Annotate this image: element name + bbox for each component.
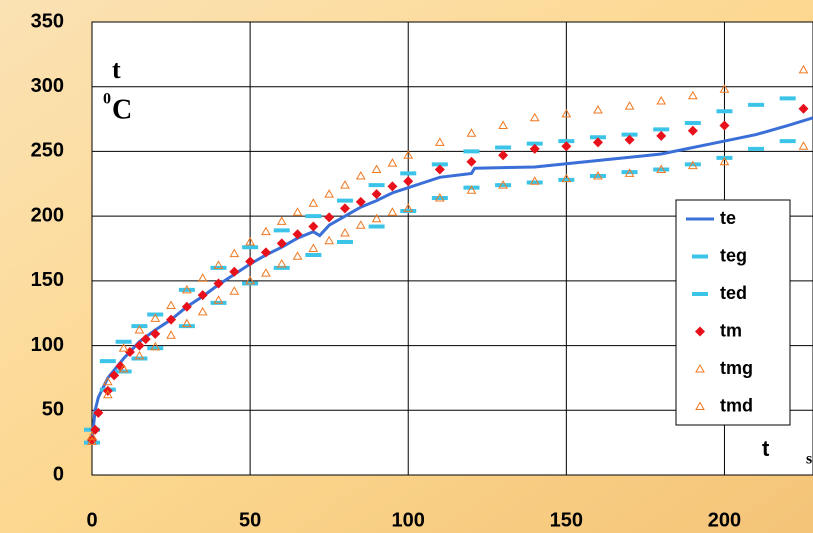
x-tick-label: 0 (86, 509, 97, 531)
y-unit-sup: 0 (103, 91, 111, 108)
legend-label: tmg (720, 358, 753, 378)
y-tick-label: 50 (42, 399, 64, 421)
x-tick-label: 150 (550, 509, 583, 531)
legend-label: tmd (720, 395, 753, 415)
y-tick-label: 100 (31, 334, 64, 356)
y-tick-label: 300 (31, 75, 64, 97)
legend-label: ted (720, 283, 747, 303)
y-axis-label: t (112, 55, 121, 84)
chart: t 0 C t s 0 50 100 150 200 250 300 350 0 50 100 150… (0, 0, 813, 533)
y-tick-label: 250 (31, 140, 64, 162)
legend-label: teg (720, 245, 747, 265)
y-tick-label: 350 (31, 10, 64, 32)
x-tick-label: 100 (392, 509, 425, 531)
y-unit: C (112, 94, 132, 125)
y-tick-label: 0 (53, 463, 64, 485)
x-axis-label: t (762, 436, 770, 461)
x-tick-label: 50 (239, 509, 261, 531)
legend-label: te (720, 208, 736, 228)
x-tick-label: 200 (708, 509, 741, 531)
legend (676, 200, 790, 425)
legend-label: tm (720, 320, 742, 340)
y-tick-label: 150 (31, 269, 64, 291)
x-unit: s (806, 451, 812, 468)
y-tick-label: 200 (31, 204, 64, 226)
page: t 0 C t s 0 50 100 150 200 250 300 350 0 50 100 150… (0, 0, 813, 533)
